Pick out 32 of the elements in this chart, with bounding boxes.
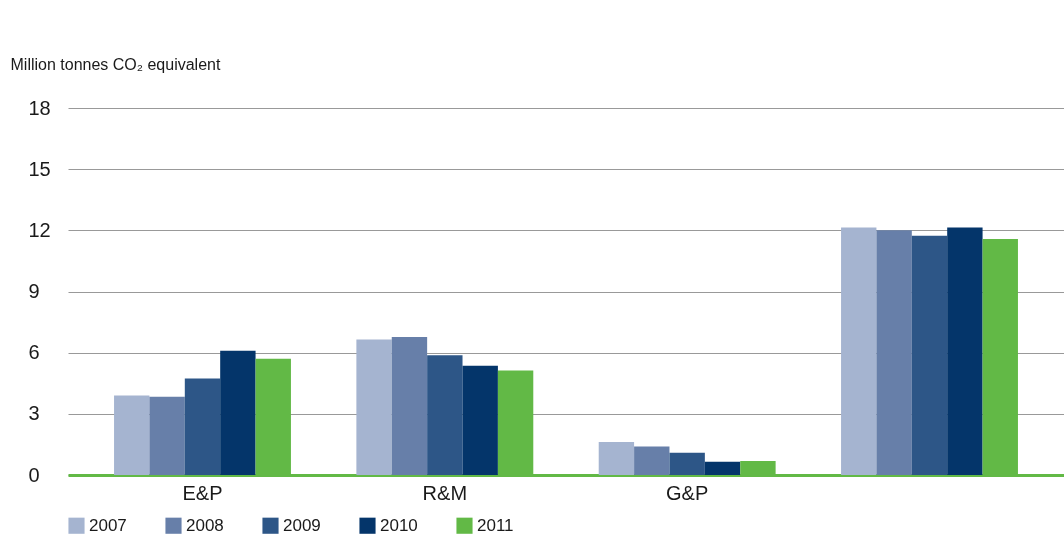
bar <box>704 461 741 475</box>
legend-label: 2010 <box>380 515 418 535</box>
legend-label: 2008 <box>186 515 224 535</box>
bar <box>114 395 150 475</box>
bar <box>876 230 912 475</box>
bar <box>391 336 428 475</box>
x-tick-label: G&P <box>666 481 709 504</box>
x-tick-label: E&P <box>182 481 223 504</box>
bar <box>184 378 221 475</box>
bar <box>149 396 185 475</box>
legend-label: 2011 <box>477 515 514 535</box>
bar <box>947 227 983 475</box>
y-tick-label: 6 <box>28 341 40 364</box>
bar <box>220 350 256 475</box>
bar <box>462 365 498 475</box>
bar <box>598 441 635 475</box>
bar <box>669 452 705 475</box>
y-tick-label: 9 <box>28 280 40 302</box>
y-tick-label: 18 <box>28 96 51 119</box>
legend-label: 2009 <box>283 515 321 535</box>
y-tick-label: 3 <box>28 402 40 425</box>
bar <box>911 235 948 475</box>
y-axis-title: Million tonnes CO₂ equivalent <box>10 55 221 73</box>
bar <box>634 446 670 475</box>
bar <box>427 355 463 475</box>
y-tick-label: 0 <box>28 463 40 486</box>
bar <box>841 227 877 475</box>
x-tick-label: R&M <box>422 481 468 504</box>
y-tick-label: 15 <box>28 157 51 180</box>
y-tick-label: 12 <box>28 218 51 241</box>
bar <box>356 339 392 475</box>
legend-label: 2007 <box>89 515 127 535</box>
